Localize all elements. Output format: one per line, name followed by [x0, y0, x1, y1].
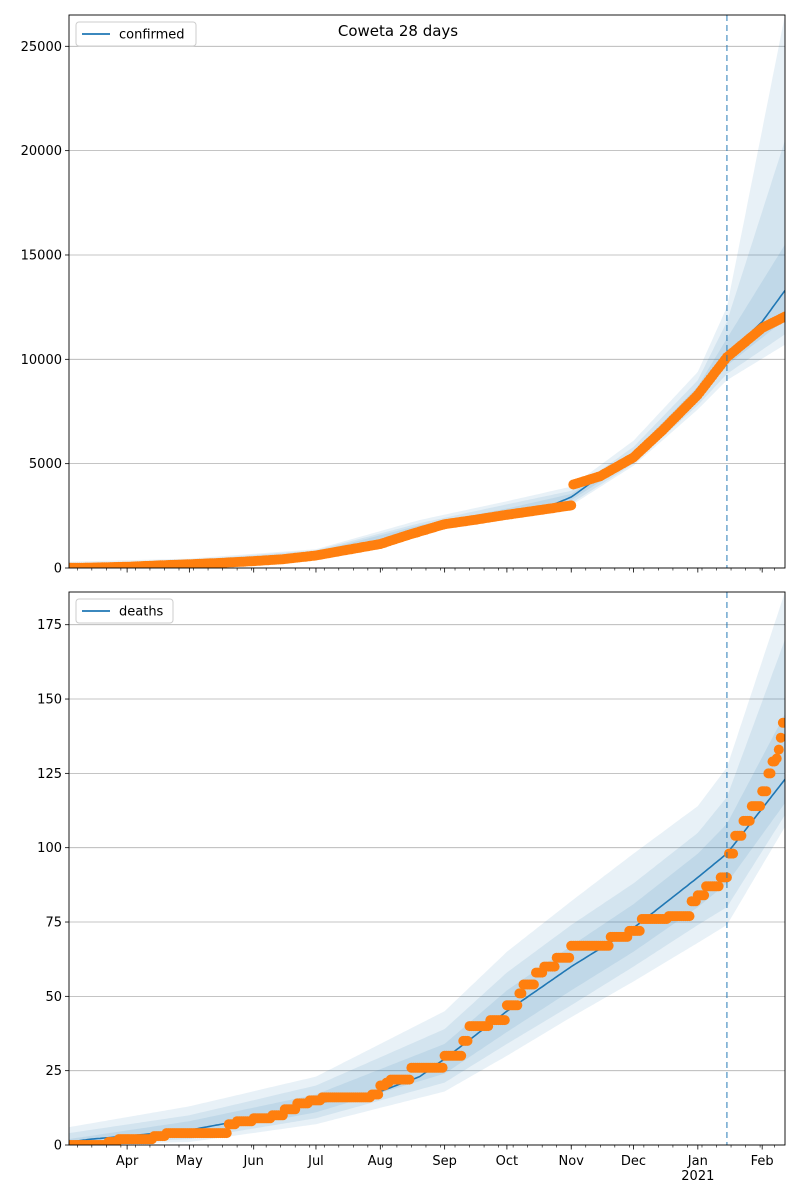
observed-point: [373, 1089, 384, 1100]
plot-area: [69, 15, 785, 568]
y-tick-label: 125: [37, 767, 62, 782]
y-tick-label: 150: [37, 693, 62, 708]
observed-point: [512, 1000, 523, 1011]
observed-point: [771, 753, 782, 764]
uncertainty-band: [69, 639, 785, 1145]
observed-point: [456, 1050, 467, 1061]
observed-point: [736, 830, 747, 841]
x-tick-label: Sep: [432, 1154, 457, 1169]
x-tick-label: Oct: [496, 1154, 518, 1169]
observed-point: [549, 961, 560, 972]
axes-frame: [68, 14, 786, 569]
observed-point: [713, 881, 724, 892]
x-tick-label: Aug: [368, 1154, 393, 1169]
observed-point: [699, 890, 710, 901]
observed-point: [777, 717, 785, 728]
observed-point: [528, 979, 539, 990]
x-tick-label: Jun: [243, 1154, 264, 1169]
confirmed-panel: 0 5000 10000 15000 20000 25000 confirmed: [21, 14, 786, 577]
x-tick-label: Dec: [621, 1154, 646, 1169]
legend-label: confirmed: [119, 28, 185, 43]
observed-point: [728, 848, 739, 859]
observed-point: [516, 988, 527, 999]
plot-area: [69, 592, 785, 1145]
y-tick-label: 0: [54, 562, 62, 577]
observed-point: [221, 1128, 232, 1139]
observed-point: [684, 911, 695, 922]
observed-point: [634, 925, 645, 936]
y-tick-label: 25000: [21, 40, 62, 55]
observed-point: [499, 1015, 510, 1026]
observed-point: [773, 744, 784, 755]
observed-point: [564, 952, 575, 963]
observed-point: [761, 786, 772, 797]
x-tick-label: Apr: [116, 1154, 139, 1169]
y-tick-label: 20000: [21, 144, 62, 159]
uncertainty-band: [69, 15, 785, 568]
observed-point: [462, 1035, 473, 1046]
x-tick-label: May: [176, 1154, 203, 1169]
observed-point: [566, 500, 577, 511]
axes-frame: [68, 591, 786, 1146]
uncertainty-band: [69, 140, 785, 568]
legend-box: [75, 21, 197, 47]
observed-point: [603, 940, 614, 951]
x-tick-label: Nov: [559, 1154, 585, 1169]
y-tick-label: 5000: [29, 457, 62, 472]
y-tick-label: 75: [45, 916, 62, 931]
y-tick-label: 0: [54, 1139, 62, 1154]
x-tick-label: 2021: [681, 1169, 714, 1184]
observed-point: [404, 1074, 415, 1085]
y-tick-label: 175: [37, 618, 62, 633]
y-tick-label: 100: [37, 841, 62, 856]
chart-title: Coweta 28 days: [338, 22, 458, 40]
observed-point: [765, 768, 776, 779]
x-tick-label: Feb: [751, 1154, 774, 1169]
x-tick-label: Jul: [307, 1154, 324, 1169]
y-tick-label: 15000: [21, 248, 62, 263]
observed-point: [775, 732, 785, 743]
observed-point: [755, 801, 766, 812]
y-tick-label: 50: [45, 990, 62, 1005]
observed-point: [437, 1062, 448, 1073]
legend-box: [75, 598, 174, 624]
deaths-panel: 0 25 50 75 100 125 150 175 Apr May Jun Jul Aug Sep Oct…: [37, 591, 786, 1184]
observed-point: [744, 815, 755, 826]
y-tick-label: 10000: [21, 353, 62, 368]
x-tick-label: Jan: [687, 1154, 708, 1169]
observed-point: [780, 311, 785, 322]
y-tick-label: 25: [45, 1064, 62, 1079]
legend-label: deaths: [119, 605, 164, 620]
uncertainty-band: [69, 592, 785, 1145]
